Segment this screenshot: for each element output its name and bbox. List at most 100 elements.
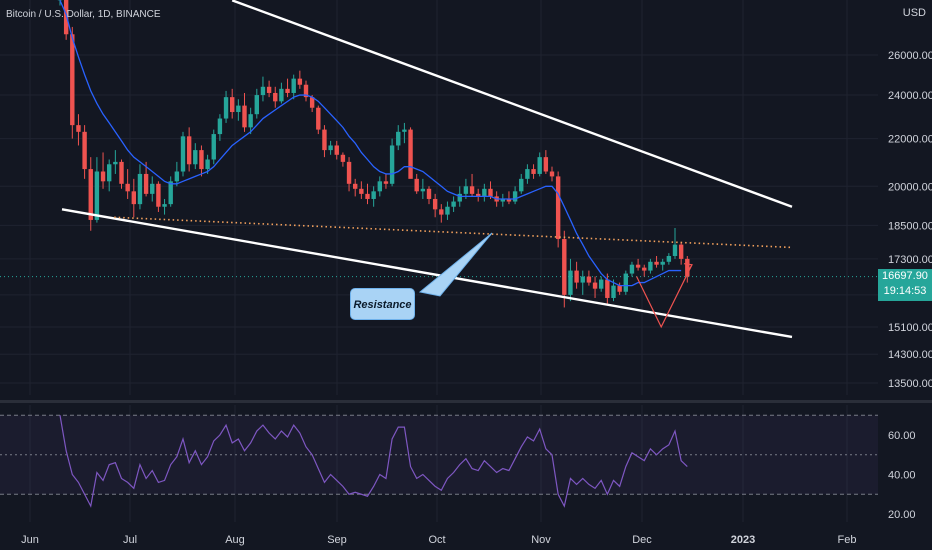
candle-body (537, 157, 542, 174)
candle-body (143, 173, 149, 194)
rsi-axis: 60.00 40.00 20.00 (888, 430, 916, 521)
candle-body (217, 118, 223, 135)
price-tick-label: 18500.00 (888, 220, 932, 232)
candle-body (611, 285, 616, 298)
candle-body (439, 209, 444, 215)
candle-body (420, 188, 426, 192)
candle-body (334, 145, 339, 155)
candle-body (396, 131, 401, 146)
candle-body (371, 191, 376, 199)
candle-body (629, 264, 635, 274)
price-grid (0, 0, 932, 522)
time-tick-label: Feb (838, 534, 857, 546)
time-tick-label: Sep (327, 534, 347, 546)
candle-body (414, 178, 419, 192)
candle-body (574, 270, 579, 283)
candle-body (531, 169, 536, 174)
candle-body (297, 78, 303, 85)
candle-body (279, 88, 284, 102)
time-tick-label: Nov (531, 534, 551, 546)
candle-body (648, 261, 653, 271)
candle-body (482, 188, 487, 197)
candle-body (119, 161, 124, 184)
candle-body (346, 161, 352, 184)
candle-body (543, 157, 549, 172)
candle-body (469, 186, 475, 194)
channel-upper-line (231, 0, 793, 208)
time-tick-label: Oct (428, 534, 445, 546)
pane-separator (0, 400, 932, 403)
candle-body (156, 183, 161, 207)
candle-body (186, 136, 192, 165)
price-tick-label: 13500.00 (888, 378, 932, 390)
projection-arrowhead (683, 263, 693, 272)
candle-body (586, 276, 592, 283)
candle-body (562, 239, 567, 295)
time-tick-label: 2023 (731, 534, 755, 546)
rsi-tick-label: 40.00 (888, 470, 916, 482)
time-tick-label: Jun (21, 534, 39, 546)
price-tick-label: 14300.00 (888, 349, 932, 361)
candle-body (76, 125, 81, 132)
price-tick-label: 17300.00 (888, 254, 932, 266)
candle-body (402, 129, 407, 132)
time-tick-label: Jul (123, 534, 137, 546)
candle-body (519, 178, 524, 192)
candle-body (180, 136, 186, 172)
candle-body (322, 129, 327, 151)
candle-body (432, 198, 438, 210)
candle-body (599, 279, 604, 289)
currency-label: USD (902, 7, 926, 19)
candle-body (100, 171, 106, 182)
candle-body (457, 193, 462, 202)
resistance-callout[interactable]: Resistance (350, 288, 415, 320)
candle-body (383, 181, 389, 184)
candle-body (125, 183, 130, 192)
moving-average-layer (59, 0, 682, 287)
candle-body (525, 169, 530, 179)
time-axis: Jun Jul Aug Sep Oct Nov Dec 2023 Feb (21, 534, 856, 546)
price-tick-label: 24000.00 (888, 90, 932, 102)
symbol-title[interactable]: Bitcoin / U.S. Dollar, 1D, BINANCE (6, 9, 161, 20)
candle-body (340, 154, 346, 162)
candle-body (266, 86, 272, 93)
rsi-pane (0, 414, 878, 495)
price-tick-label: 26000.00 (888, 50, 932, 62)
rsi-tick-label: 20.00 (888, 509, 916, 521)
candle-body (223, 97, 229, 119)
candle-body (211, 134, 216, 160)
candle-body (107, 164, 112, 182)
candle-body (660, 261, 665, 265)
candle-body (365, 193, 370, 199)
candle-body (605, 279, 610, 298)
last-price-label: 16697.90 19:14:53 (878, 269, 932, 301)
candle-body (654, 261, 659, 265)
candle-body (617, 285, 622, 292)
candle-body (193, 150, 198, 165)
rsi-line (59, 415, 688, 508)
candle-body (248, 114, 253, 128)
price-axis: 26000.00 24000.00 22000.00 20000.00 18500.00… (888, 50, 932, 390)
candle-body (88, 169, 93, 220)
price-tick-label: 20000.00 (888, 181, 932, 193)
candle-body (389, 145, 395, 184)
callout-pointer (418, 232, 493, 297)
candle-body (273, 92, 278, 102)
last-price-value: 16697.90 (882, 270, 928, 282)
candle-body (82, 131, 87, 170)
candle-body (623, 273, 628, 292)
candle-body (377, 181, 382, 192)
candle-body (174, 171, 180, 182)
candle-body (260, 86, 266, 96)
channel-lower-line (61, 208, 793, 339)
bar-countdown: 19:14:53 (883, 285, 927, 297)
candle-body (168, 181, 173, 205)
candle-body (285, 88, 290, 93)
candle-body (303, 84, 309, 98)
time-tick-label: Dec (632, 534, 652, 546)
drawing-overlays (61, 0, 793, 339)
candle-body (309, 97, 315, 108)
price-tick-label: 22000.00 (888, 134, 932, 146)
candle-body (568, 270, 573, 295)
candle-body (463, 186, 469, 194)
